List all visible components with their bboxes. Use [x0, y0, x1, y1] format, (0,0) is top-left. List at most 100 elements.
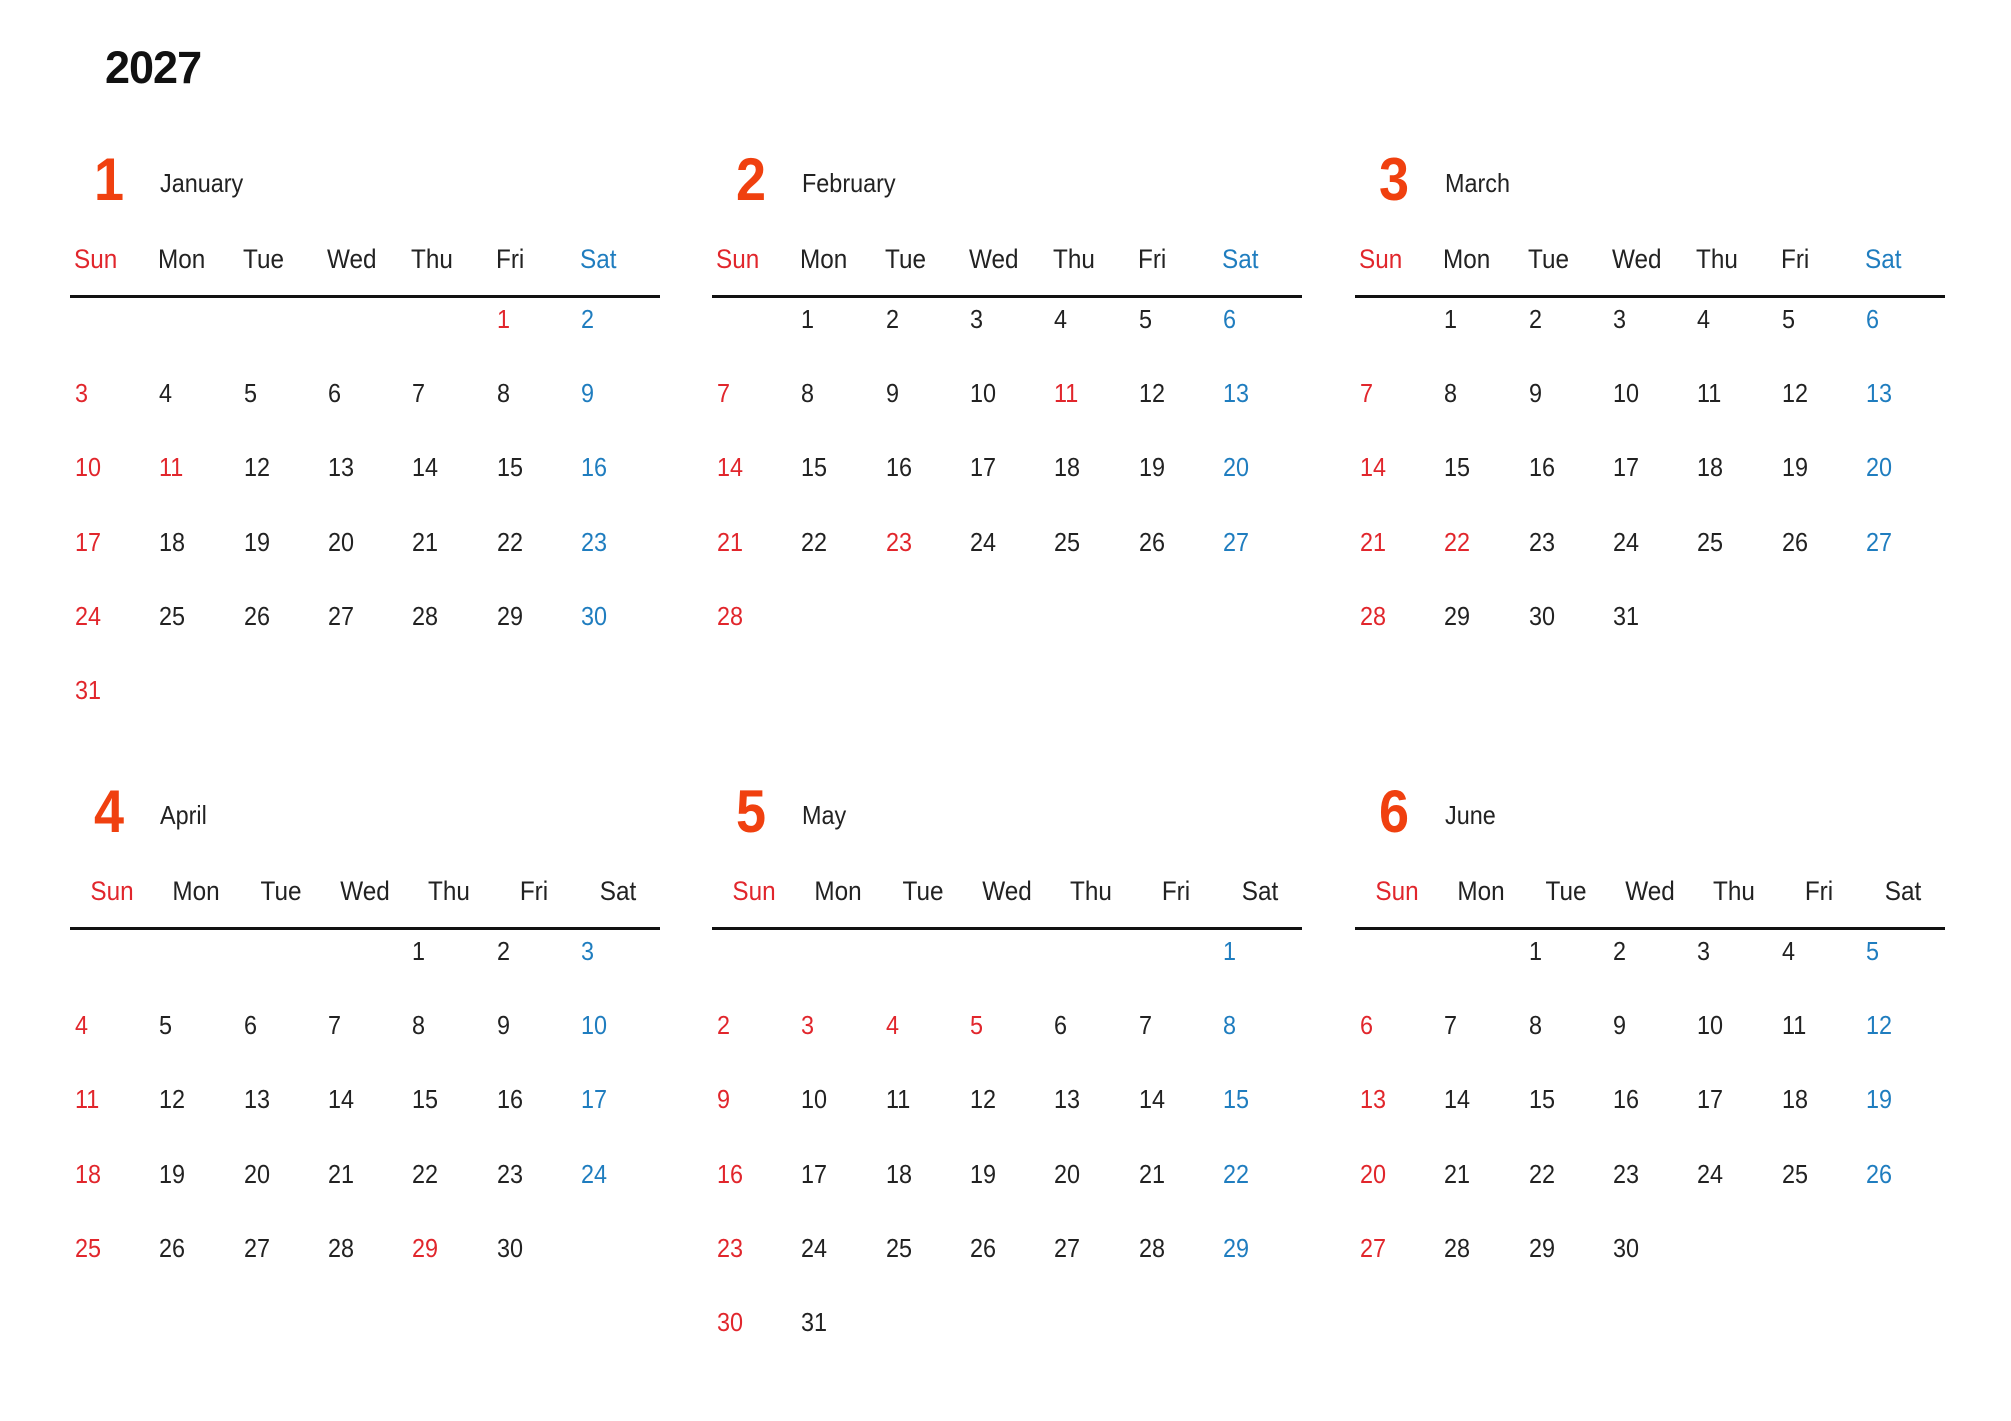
day-cell: 3: [969, 304, 983, 334]
day-cell: 18: [1697, 452, 1724, 483]
day-cell: 23: [1612, 1158, 1639, 1189]
weekday-header-sun: Sun: [732, 876, 776, 906]
day-cell: 2: [885, 304, 899, 334]
day-cell: 14: [1360, 452, 1387, 483]
day-cell: 25: [75, 1232, 102, 1263]
month-march: 3 March Sun Mon Tue Wed Thu Fri Sat 1 2 3 4 5 6 7 8 9 10 11…: [1355, 0, 1945, 631]
day-cell: 26: [159, 1232, 186, 1263]
day-cell: 18: [1054, 452, 1081, 483]
header-divider: [70, 295, 660, 298]
day-cell: 19: [1781, 452, 1808, 483]
day-cell: 9: [496, 1010, 510, 1041]
header-divider: [712, 295, 1302, 298]
day-cell: 9: [580, 378, 594, 409]
day-cell: 29: [412, 1232, 439, 1263]
weekday-header-mon: Mon: [800, 244, 848, 274]
day-cell: 23: [580, 526, 607, 557]
day-cell: 22: [496, 526, 523, 557]
day-cell: 30: [580, 600, 607, 631]
day-cell: 29: [496, 600, 523, 631]
day-cell: 21: [717, 526, 744, 557]
day-cell: 17: [969, 452, 996, 483]
weekday-header-wed: Wed: [982, 876, 1032, 906]
weekday-header-tue: Tue: [1527, 244, 1569, 274]
day-cell: 21: [1138, 1158, 1165, 1189]
day-cell: 1: [801, 304, 815, 334]
day-cell: 25: [1781, 1158, 1808, 1189]
day-cell: 20: [243, 1158, 270, 1189]
day-cell: 16: [885, 452, 912, 483]
day-cell: 6: [1222, 304, 1236, 334]
weekday-header-tue: Tue: [260, 876, 302, 906]
weekday-header-wed: Wed: [1611, 244, 1662, 274]
month-number: 5: [736, 778, 767, 845]
weekday-header-sun: Sun: [1375, 876, 1419, 906]
day-cell: 6: [1360, 1010, 1374, 1041]
day-cell: 3: [580, 936, 594, 966]
day-cell: 12: [159, 1084, 186, 1115]
day-cell: 17: [1612, 452, 1639, 483]
day-cell: 24: [969, 526, 996, 557]
weekday-header-wed: Wed: [968, 244, 1019, 274]
day-cell: 25: [159, 600, 186, 631]
day-cell: 10: [75, 452, 102, 483]
weekday-header-sun: Sun: [716, 244, 760, 274]
month-number: 3: [1379, 146, 1410, 213]
day-cell: 1: [496, 304, 510, 334]
weekday-header-sat: Sat: [1221, 244, 1259, 274]
weekday-header-tue: Tue: [884, 244, 926, 274]
day-cell: 27: [243, 1232, 270, 1263]
day-cell: 1: [1528, 936, 1542, 966]
day-cell: 8: [1528, 1010, 1542, 1041]
day-cell: 2: [496, 936, 510, 966]
month-name: May: [802, 800, 847, 830]
weekday-header-fri: Fri: [1780, 244, 1809, 274]
month-number: 1: [94, 146, 125, 213]
day-cell: 7: [327, 1010, 341, 1041]
day-cell: 21: [327, 1158, 354, 1189]
day-cell: 9: [1612, 1010, 1626, 1041]
month-number: 2: [736, 146, 767, 213]
day-cell: 22: [1528, 1158, 1555, 1189]
month-name: March: [1445, 168, 1511, 198]
month-february: 2 February Sun Mon Tue Wed Thu Fri Sat 1 2 3 4 5 6 7 8 9 1…: [712, 0, 1302, 631]
day-cell: 12: [969, 1084, 996, 1115]
day-cell: 8: [412, 1010, 426, 1041]
day-cell: 14: [327, 1084, 354, 1115]
day-cell: 19: [1865, 1084, 1892, 1115]
day-cell: 28: [1138, 1232, 1165, 1263]
day-cell: 6: [327, 378, 341, 409]
day-cell: 29: [1444, 600, 1471, 631]
weekday-header-thu: Thu: [1053, 244, 1096, 274]
day-cell: 21: [1360, 526, 1387, 557]
day-cell: 15: [412, 1084, 439, 1115]
day-cell: 8: [1444, 378, 1458, 409]
day-cell: 25: [1697, 526, 1724, 557]
weekday-header-mon: Mon: [172, 876, 220, 906]
day-cell: 30: [496, 1232, 523, 1263]
day-cell: 25: [885, 1232, 912, 1263]
day-cell: 26: [969, 1232, 996, 1263]
day-cell: 11: [75, 1084, 100, 1115]
weekday-header-mon: Mon: [1443, 244, 1491, 274]
day-cell: 12: [1138, 378, 1165, 409]
day-cell: 3: [75, 378, 89, 409]
day-cell: 12: [1865, 1010, 1892, 1041]
day-cell: 27: [327, 600, 354, 631]
day-cell: 31: [1612, 600, 1639, 631]
day-cell: 20: [1865, 452, 1892, 483]
day-cell: 23: [496, 1158, 523, 1189]
day-cell: 7: [412, 378, 426, 409]
weekday-header-sat: Sat: [1884, 876, 1922, 906]
weekday-header-tue: Tue: [242, 244, 284, 274]
day-cell: 31: [75, 675, 102, 705]
day-cell: 24: [801, 1232, 828, 1263]
header-divider: [1355, 295, 1945, 298]
day-cell: 11: [885, 1084, 910, 1115]
weekday-header-tue: Tue: [1545, 876, 1587, 906]
day-cell: 31: [801, 1307, 828, 1337]
day-cell: 13: [243, 1084, 270, 1115]
day-cell: 24: [580, 1158, 607, 1189]
day-cell: 23: [1528, 526, 1555, 557]
day-cell: 10: [1697, 1010, 1724, 1041]
